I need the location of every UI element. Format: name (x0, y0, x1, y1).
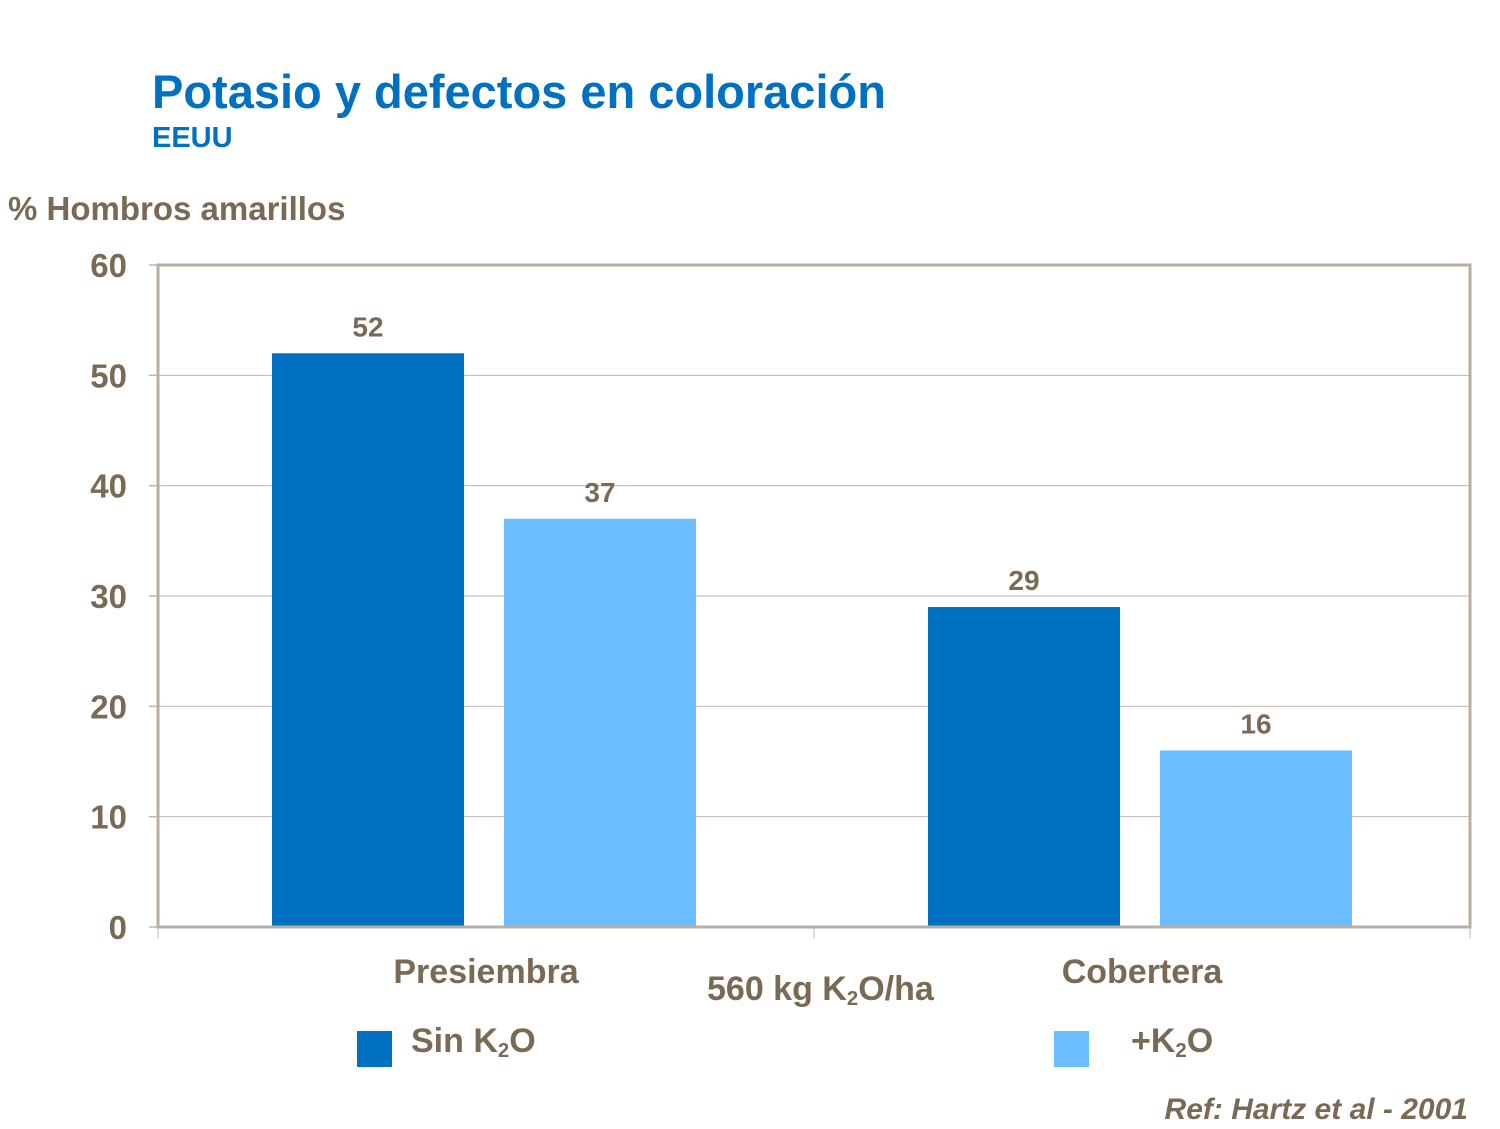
data-label: 29 (1008, 565, 1039, 596)
y-tick-label: 0 (109, 909, 127, 946)
legend-text: +K (1131, 1022, 1176, 1060)
y-tick-label: 40 (90, 468, 127, 505)
legend-subscript: 2 (1175, 1040, 1187, 1063)
bar (1160, 750, 1352, 927)
chart-title: Potasio y defectos en coloración (152, 65, 886, 118)
y-tick-label: 50 (90, 357, 127, 394)
chart-subtitle: EEUU (152, 122, 233, 154)
bar (504, 518, 696, 927)
x-axis-label-text: 560 kg K (707, 970, 847, 1008)
legend-swatch-plus-k2o (1054, 1031, 1089, 1067)
x-axis-label: 560 kg K2O/ha (707, 970, 934, 1011)
x-category-label: Cobertera (1062, 953, 1224, 991)
y-tick-label: 60 (90, 247, 127, 284)
legend-swatch-sin-k2o (357, 1031, 392, 1067)
data-label: 52 (352, 311, 383, 342)
y-axis-label: % Hombros amarillos (8, 190, 346, 227)
x-axis-label-subscript: 2 (846, 988, 859, 1011)
legend-suffix: O (1186, 1022, 1214, 1060)
data-label: 37 (584, 477, 615, 508)
legend-text: Sin K (411, 1022, 498, 1060)
legend-label-sin-k2o: Sin K2O (411, 1022, 536, 1063)
legend-subscript: 2 (497, 1040, 510, 1063)
data-label: 16 (1240, 708, 1271, 739)
x-category-label: Presiembra (393, 953, 579, 991)
bar (272, 353, 464, 927)
legend-label-plus-k2o: +K2O (1131, 1022, 1213, 1063)
legend-suffix: O (509, 1022, 536, 1060)
y-tick-label: 10 (90, 799, 127, 836)
reference-note: Ref: Hartz et al - 2001 (1164, 1093, 1468, 1126)
plot-frame (156, 263, 1472, 929)
y-tick-label: 30 (90, 578, 127, 615)
y-tick-label: 20 (90, 688, 127, 725)
bar (928, 607, 1120, 927)
x-axis-label-suffix: O/ha (858, 970, 934, 1008)
